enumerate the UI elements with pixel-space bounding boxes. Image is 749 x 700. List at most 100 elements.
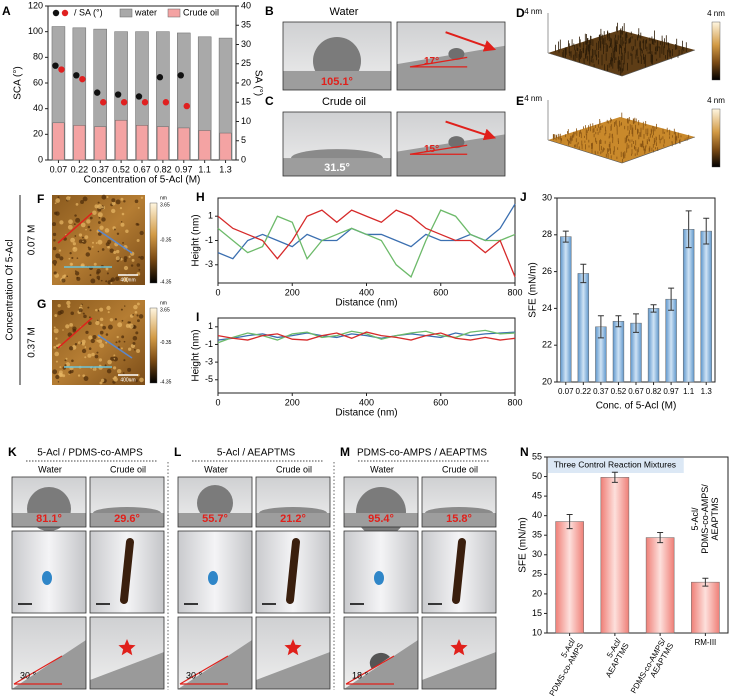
plot-frame: [546, 456, 729, 634]
x-tick-label: 1.3: [701, 387, 713, 396]
row-label: 0.37 M: [27, 327, 38, 358]
speckle: [112, 366, 117, 370]
speckle: [105, 280, 108, 283]
speckle: [69, 323, 73, 327]
speckle: [87, 353, 92, 358]
panel-label: H: [196, 190, 205, 204]
sa-point: [183, 102, 190, 110]
speckle: [113, 377, 118, 382]
speckle: [53, 326, 56, 329]
y-axis-title: Height (nm): [191, 214, 202, 266]
speckle: [80, 200, 84, 204]
drop: [197, 485, 233, 521]
speckle: [91, 245, 94, 248]
photo-frame: [255, 530, 331, 614]
speckle: [82, 236, 84, 239]
legend-swatch: [119, 8, 133, 18]
sa-point: [177, 72, 184, 79]
speckle: [109, 318, 114, 322]
error-bar: [580, 263, 587, 284]
speckle: [72, 326, 77, 331]
y2-tick-label: 35: [241, 20, 251, 30]
substrate: [12, 513, 86, 527]
panel-label: E: [516, 94, 524, 108]
y-tick-label: 120: [28, 0, 43, 10]
speckle: [100, 323, 103, 327]
error-bar: [597, 315, 604, 339]
speckle: [137, 206, 140, 209]
angle-label: 95.4°: [368, 513, 394, 525]
x-tick-label: 0.67: [133, 164, 151, 174]
speckle: [71, 256, 74, 260]
angle-label: 15°: [424, 144, 439, 155]
speckle: [69, 369, 74, 374]
y-tick-label: 20: [33, 129, 43, 139]
line: [217, 209, 516, 278]
legend-label: water: [134, 7, 157, 17]
angle-mark: [13, 655, 63, 685]
speckle: [128, 323, 134, 329]
speckle: [57, 304, 61, 308]
speckle: [99, 317, 104, 322]
speckle: [121, 212, 125, 216]
speckle: [55, 344, 59, 348]
photo-frame: [421, 616, 497, 690]
y2-tick-label: 20: [241, 77, 251, 87]
speckle: [65, 196, 71, 201]
speckle: [74, 270, 77, 273]
speckle: [96, 271, 100, 275]
speckle: [52, 232, 57, 237]
speckle: [66, 275, 69, 278]
column-label: Crude oil: [276, 464, 312, 474]
y-tick-label: -1: [205, 235, 213, 245]
sa-point: [156, 74, 164, 81]
height-label: 4 nm: [524, 94, 542, 103]
y2-tick-label: 15: [241, 97, 251, 107]
speckle: [73, 223, 76, 226]
x-tick-label: 400: [359, 287, 374, 297]
profile-line: [97, 229, 133, 254]
tilt-label: 18 °: [352, 670, 369, 680]
y-tick-label: 45: [532, 490, 542, 500]
speckle: [121, 335, 125, 339]
speckle: [107, 245, 110, 249]
speckle: [78, 308, 83, 313]
panel-label: I: [196, 310, 199, 324]
y-tick-label: 30: [542, 192, 552, 202]
speckle: [111, 198, 116, 203]
speckle: [134, 199, 139, 204]
photo-frame: [396, 21, 506, 91]
photo-frame: [89, 616, 165, 690]
error-bar: [611, 471, 618, 483]
bar: [577, 273, 590, 383]
photo-frame: [282, 21, 392, 91]
y-tick-label: 25: [532, 569, 542, 579]
speckle: [81, 342, 85, 346]
oil-streak: [120, 538, 134, 604]
speckle: [90, 278, 96, 284]
speckle: [97, 212, 103, 218]
speckle: [88, 321, 92, 326]
speckle: [53, 239, 56, 242]
speckle: [98, 216, 101, 219]
speckle: [138, 314, 144, 319]
angle-label: 105.1°: [321, 76, 353, 88]
speckle: [104, 228, 110, 233]
speckle: [99, 225, 104, 230]
speckle: [135, 222, 139, 226]
speckle: [123, 359, 126, 362]
legend-label: / SA (°): [74, 7, 103, 17]
bar: [560, 236, 572, 383]
y-tick-label: 24: [542, 303, 552, 313]
line: [217, 203, 516, 260]
photo-frame: [343, 530, 419, 614]
colorbar-label: -4.35: [160, 279, 172, 285]
x-tick-label: 0.37: [593, 387, 609, 396]
angle-label: 55.7°: [202, 513, 228, 525]
speckle: [95, 242, 98, 244]
speckle: [109, 248, 114, 253]
drop: [369, 652, 390, 669]
speckle: [129, 379, 132, 382]
speckle: [122, 241, 125, 244]
speckle: [55, 198, 61, 203]
